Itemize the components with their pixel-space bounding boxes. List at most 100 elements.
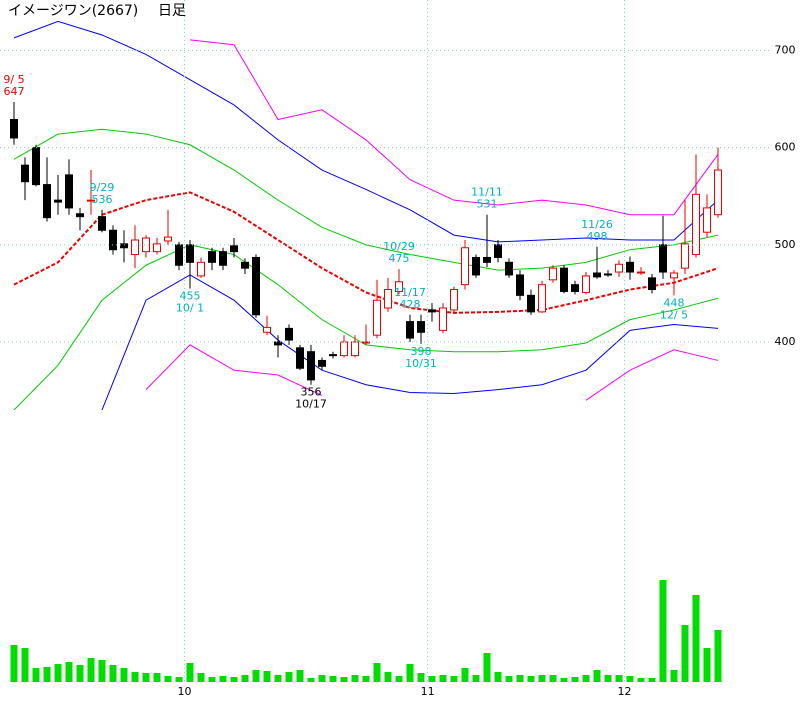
candle-body <box>241 261 249 269</box>
volume-bar <box>571 677 579 682</box>
volume-bar <box>32 668 40 682</box>
volume-bar <box>395 676 403 682</box>
candle-body <box>164 236 172 242</box>
volume-bar <box>329 676 337 682</box>
annotation-value: 536 <box>92 193 113 206</box>
volume-bar <box>549 675 557 682</box>
volume-bar <box>65 662 73 682</box>
annotation-date: 10/ 1 <box>176 302 204 315</box>
volume-bar <box>54 664 62 682</box>
annotation-date: 9/ 5 <box>3 73 24 86</box>
annotation-value: 398 <box>411 345 432 358</box>
annotation-value: 455 <box>180 290 201 303</box>
volume-bar <box>714 630 722 682</box>
candle-body <box>230 245 238 253</box>
candle-body <box>450 289 458 311</box>
candle-body <box>142 237 150 253</box>
volume-bar <box>142 673 150 682</box>
annotation-date: 11/26 <box>581 218 613 231</box>
volume-bar <box>505 676 513 682</box>
annotation-date: 11/11 <box>471 186 503 199</box>
volume-bar <box>538 675 546 682</box>
volume-bar <box>164 676 172 682</box>
candle-body <box>692 193 700 256</box>
volume-bar <box>43 667 51 682</box>
volume-bar <box>604 675 612 682</box>
candle-body <box>43 184 51 219</box>
candle-body <box>648 277 656 291</box>
candle-body <box>153 243 161 253</box>
volume-bar <box>10 645 18 682</box>
candle-body <box>538 284 546 313</box>
candle-body <box>494 244 502 258</box>
candle-body <box>516 274 524 296</box>
candle-body <box>21 164 29 183</box>
volume-bar <box>230 677 238 682</box>
volume-bar <box>494 672 502 682</box>
volume-bar <box>219 676 227 682</box>
candle-body <box>560 267 568 292</box>
band-line <box>189 39 719 216</box>
volume-bar <box>362 676 370 682</box>
candle-body <box>395 281 403 292</box>
volume-bar <box>516 675 524 682</box>
volume-bar <box>703 648 711 682</box>
candle-body <box>417 321 425 333</box>
volume-bar <box>615 675 623 682</box>
volume-bar <box>318 675 326 682</box>
volume-bar <box>197 673 205 682</box>
candle-body <box>582 275 590 293</box>
candle-body <box>362 341 370 344</box>
volume-bar <box>648 678 656 682</box>
volume-bar <box>626 676 634 682</box>
candle-body <box>219 251 227 266</box>
candle-body <box>54 199 62 203</box>
candle-body <box>131 239 139 256</box>
candle-body <box>87 199 95 202</box>
candle-body <box>296 347 304 369</box>
volume-bar <box>582 675 590 682</box>
candle-body <box>593 272 601 278</box>
volume-bar <box>87 658 95 682</box>
volume-bar <box>483 653 491 682</box>
chart-title: イメージワン(2667) <box>8 3 138 19</box>
volume-bar <box>439 675 447 682</box>
volume-bar <box>450 676 458 682</box>
candle-body <box>252 256 260 316</box>
candle-body <box>703 207 711 233</box>
band-line <box>101 274 719 410</box>
volume-bar <box>98 660 106 682</box>
volume-bar <box>670 670 678 682</box>
volume-bar <box>527 676 535 682</box>
band-line <box>585 349 719 401</box>
volume-bar <box>285 672 293 682</box>
candle-body <box>604 273 612 276</box>
annotation-value: 428 <box>400 298 421 311</box>
volume-bar <box>384 672 392 682</box>
candle-body <box>659 244 667 273</box>
volume-bar <box>681 625 689 682</box>
y-tick-label: 700 <box>775 44 796 57</box>
y-tick-label: 400 <box>775 335 796 348</box>
annotation-date: 11/17 <box>394 286 426 299</box>
candle-body <box>318 359 326 367</box>
candle-body <box>384 289 392 309</box>
candle-body <box>186 244 194 263</box>
volume-bar <box>252 670 260 682</box>
volume-bar <box>307 678 315 682</box>
volume-bar <box>263 671 271 682</box>
candle-body <box>285 327 293 341</box>
candle-body <box>197 261 205 277</box>
candle-body <box>670 272 678 279</box>
volume-bar <box>637 678 645 682</box>
volume-bar <box>208 677 216 682</box>
candle-body <box>472 256 480 276</box>
volume-bar <box>131 672 139 682</box>
volume-bar <box>692 595 700 682</box>
candle-body <box>483 256 491 263</box>
volume-bar <box>274 675 282 682</box>
annotation-date: 10/29 <box>383 240 415 253</box>
candle-body <box>175 244 183 266</box>
annotation-date: 10/17 <box>295 398 327 411</box>
